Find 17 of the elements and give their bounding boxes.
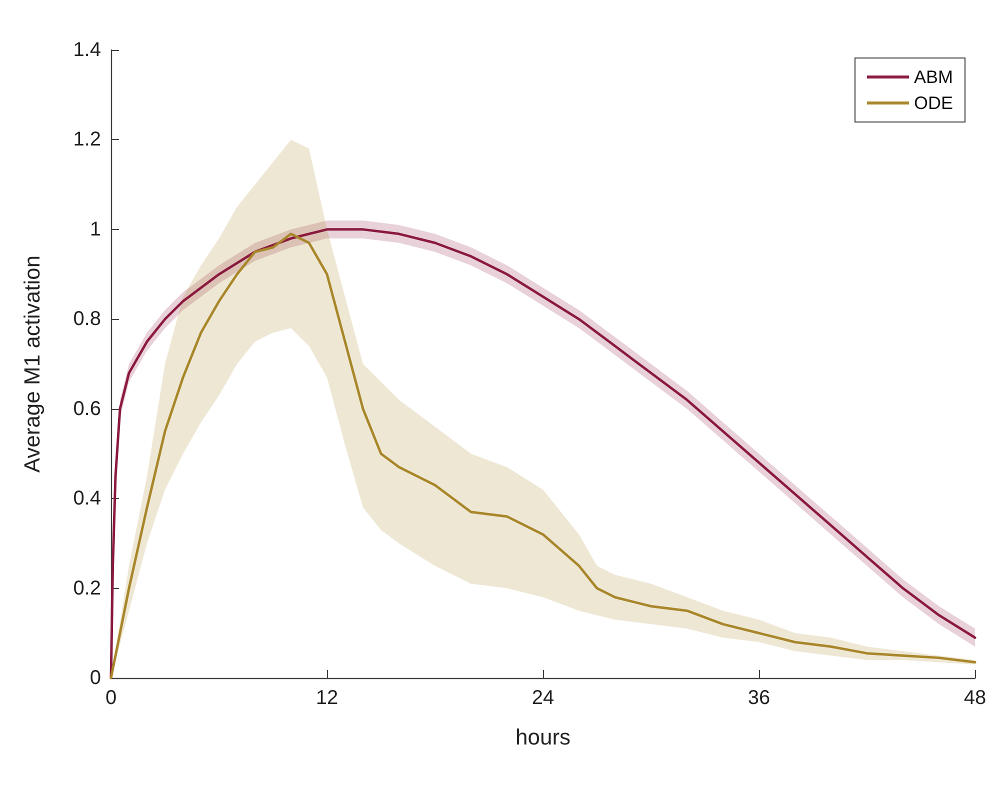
x-tick-label: 12 [316,687,338,709]
x-tick-label: 24 [532,687,554,709]
y-tick-label: 0 [90,667,101,689]
y-tick-label: 1.2 [73,128,101,151]
x-tick-label: 0 [105,687,117,709]
legend-label: ABM [914,67,954,87]
y-tick-label: 0.8 [73,308,101,330]
x-axis-title: hours [515,724,571,750]
y-axis-title: Average M1 activation [20,255,44,473]
y-tick-label: 1 [90,218,101,240]
y-tick-label: 0.4 [73,488,101,510]
legend-label: ODE [914,93,954,113]
x-tick-label: 36 [748,687,770,709]
y-tick-label: 0.2 [73,577,101,600]
x-tick-label: 48 [964,687,986,709]
y-tick-label: 0.6 [73,398,101,420]
y-tick-label: 1.4 [73,39,101,61]
